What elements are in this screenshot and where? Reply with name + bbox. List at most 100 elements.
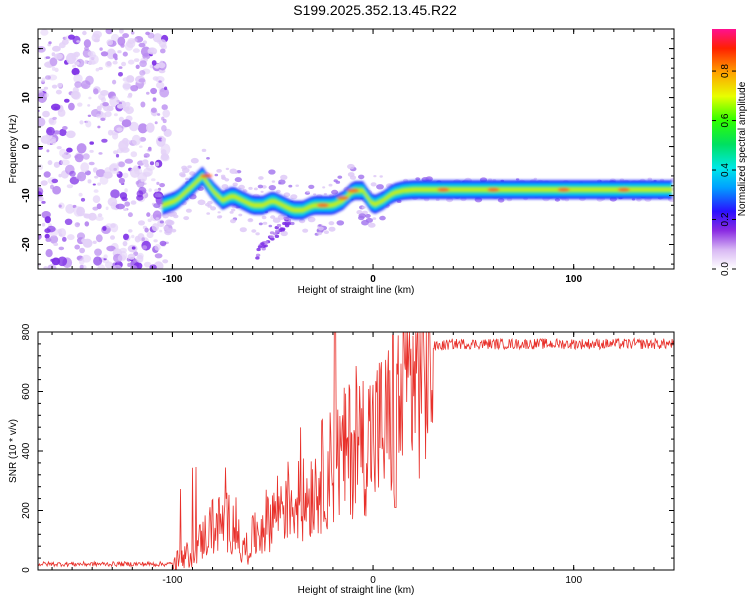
y-tick-label: 600 [21,383,32,400]
noise-blob [96,113,101,119]
halo-blob [256,247,261,252]
halo-blob [251,229,257,233]
noise-blob [152,210,162,221]
halo-blob [365,213,371,218]
noise-blob [124,188,128,193]
noise-blob [84,221,90,227]
halo-blob [268,169,276,175]
y-tick-label: -10 [21,188,32,203]
halo-blob [207,200,213,205]
noise-blob [38,142,41,146]
noise-blob [67,234,75,241]
noise-blob [96,105,102,112]
colorbar: 0.0 0.2 0.4 0.6 0.8 Normalized spectral ampl… [712,29,748,276]
noise-blob [148,188,152,192]
halo-blob [336,220,345,226]
noise-blob [45,56,51,59]
noise-blob [103,254,108,259]
noise-blob [105,206,109,211]
noise-blob [139,137,147,142]
noise-blob [87,179,92,184]
noise-blob [129,167,140,178]
halo-blob [273,232,278,236]
halo-blob [415,177,421,181]
halo-blob [210,206,217,211]
noise-blob [105,29,113,35]
noise-blob [38,46,46,53]
noise-blob [66,184,74,189]
halo-blob [206,212,211,215]
noise-blob [100,51,109,57]
noise-blob [162,225,169,230]
noise-blob [140,101,146,108]
halo-blob [232,182,238,187]
halo-blob [257,184,264,189]
noise-blob [121,119,132,128]
halo-blob [279,227,284,231]
noise-blob [73,74,83,84]
noise-blob [68,102,75,111]
y-tick-label: 10 [21,92,32,104]
halo-blob [231,208,236,212]
y-tick-label: 800 [21,323,32,340]
noise-blob [142,159,149,165]
noise-blob [136,254,144,263]
noise-blob [82,238,93,248]
noise-blob [164,86,168,91]
noise-blob [116,104,124,109]
noise-blob [129,121,139,132]
halo-blob [317,231,323,236]
noise-blob [77,171,87,182]
noise-blob [74,81,82,88]
noise-blob [44,216,51,224]
x-tick-label: 100 [565,575,582,586]
noise-blob [118,72,123,77]
halo-blob [290,194,298,200]
halo-blob [261,244,266,248]
colorbar-label: Normalized spectral amplitude [737,81,748,216]
noise-blob [53,130,61,135]
noise-blob [85,120,92,128]
halo-blob [165,219,173,225]
colorbar-tick-label: 0.4 [720,163,731,177]
noise-blob [161,137,167,142]
halo-blob [379,215,386,221]
halo-blob [167,212,176,217]
halo-blob [276,223,282,228]
noise-blob [87,114,92,118]
halo-blob [275,229,280,233]
noise-blob [127,262,132,267]
noise-blob [78,258,85,265]
colorbar-tick-label: 0.8 [720,64,731,78]
halo-blob [189,171,196,176]
noise-blob [118,161,126,168]
noise-blob [160,48,166,54]
halo-blob [280,230,288,237]
noise-blob [89,149,94,153]
noise-blob [135,64,140,70]
halo-blob [376,184,384,190]
noise-blob [52,116,57,120]
noise-blob [155,162,160,167]
noise-blob [54,53,63,60]
halo-blob [238,213,243,217]
halo-blob [337,175,343,179]
halo-blob [358,213,366,219]
noise-blob [65,204,75,214]
halo-blob [328,183,333,187]
noise-blob [97,182,101,186]
noise-blob [94,248,102,256]
halo-blob [262,221,268,225]
noise-blob [139,70,146,76]
noise-blob [118,140,129,152]
x-tick-label: 0 [370,575,376,586]
noise-blob [122,241,128,247]
noise-blob [161,104,168,111]
noise-blob [56,146,62,150]
halo-blob [238,184,245,190]
halo-blob [255,256,260,260]
noise-blob [42,110,50,118]
halo-blob [248,186,253,190]
noise-blob [123,233,129,240]
noise-blob [118,177,125,184]
